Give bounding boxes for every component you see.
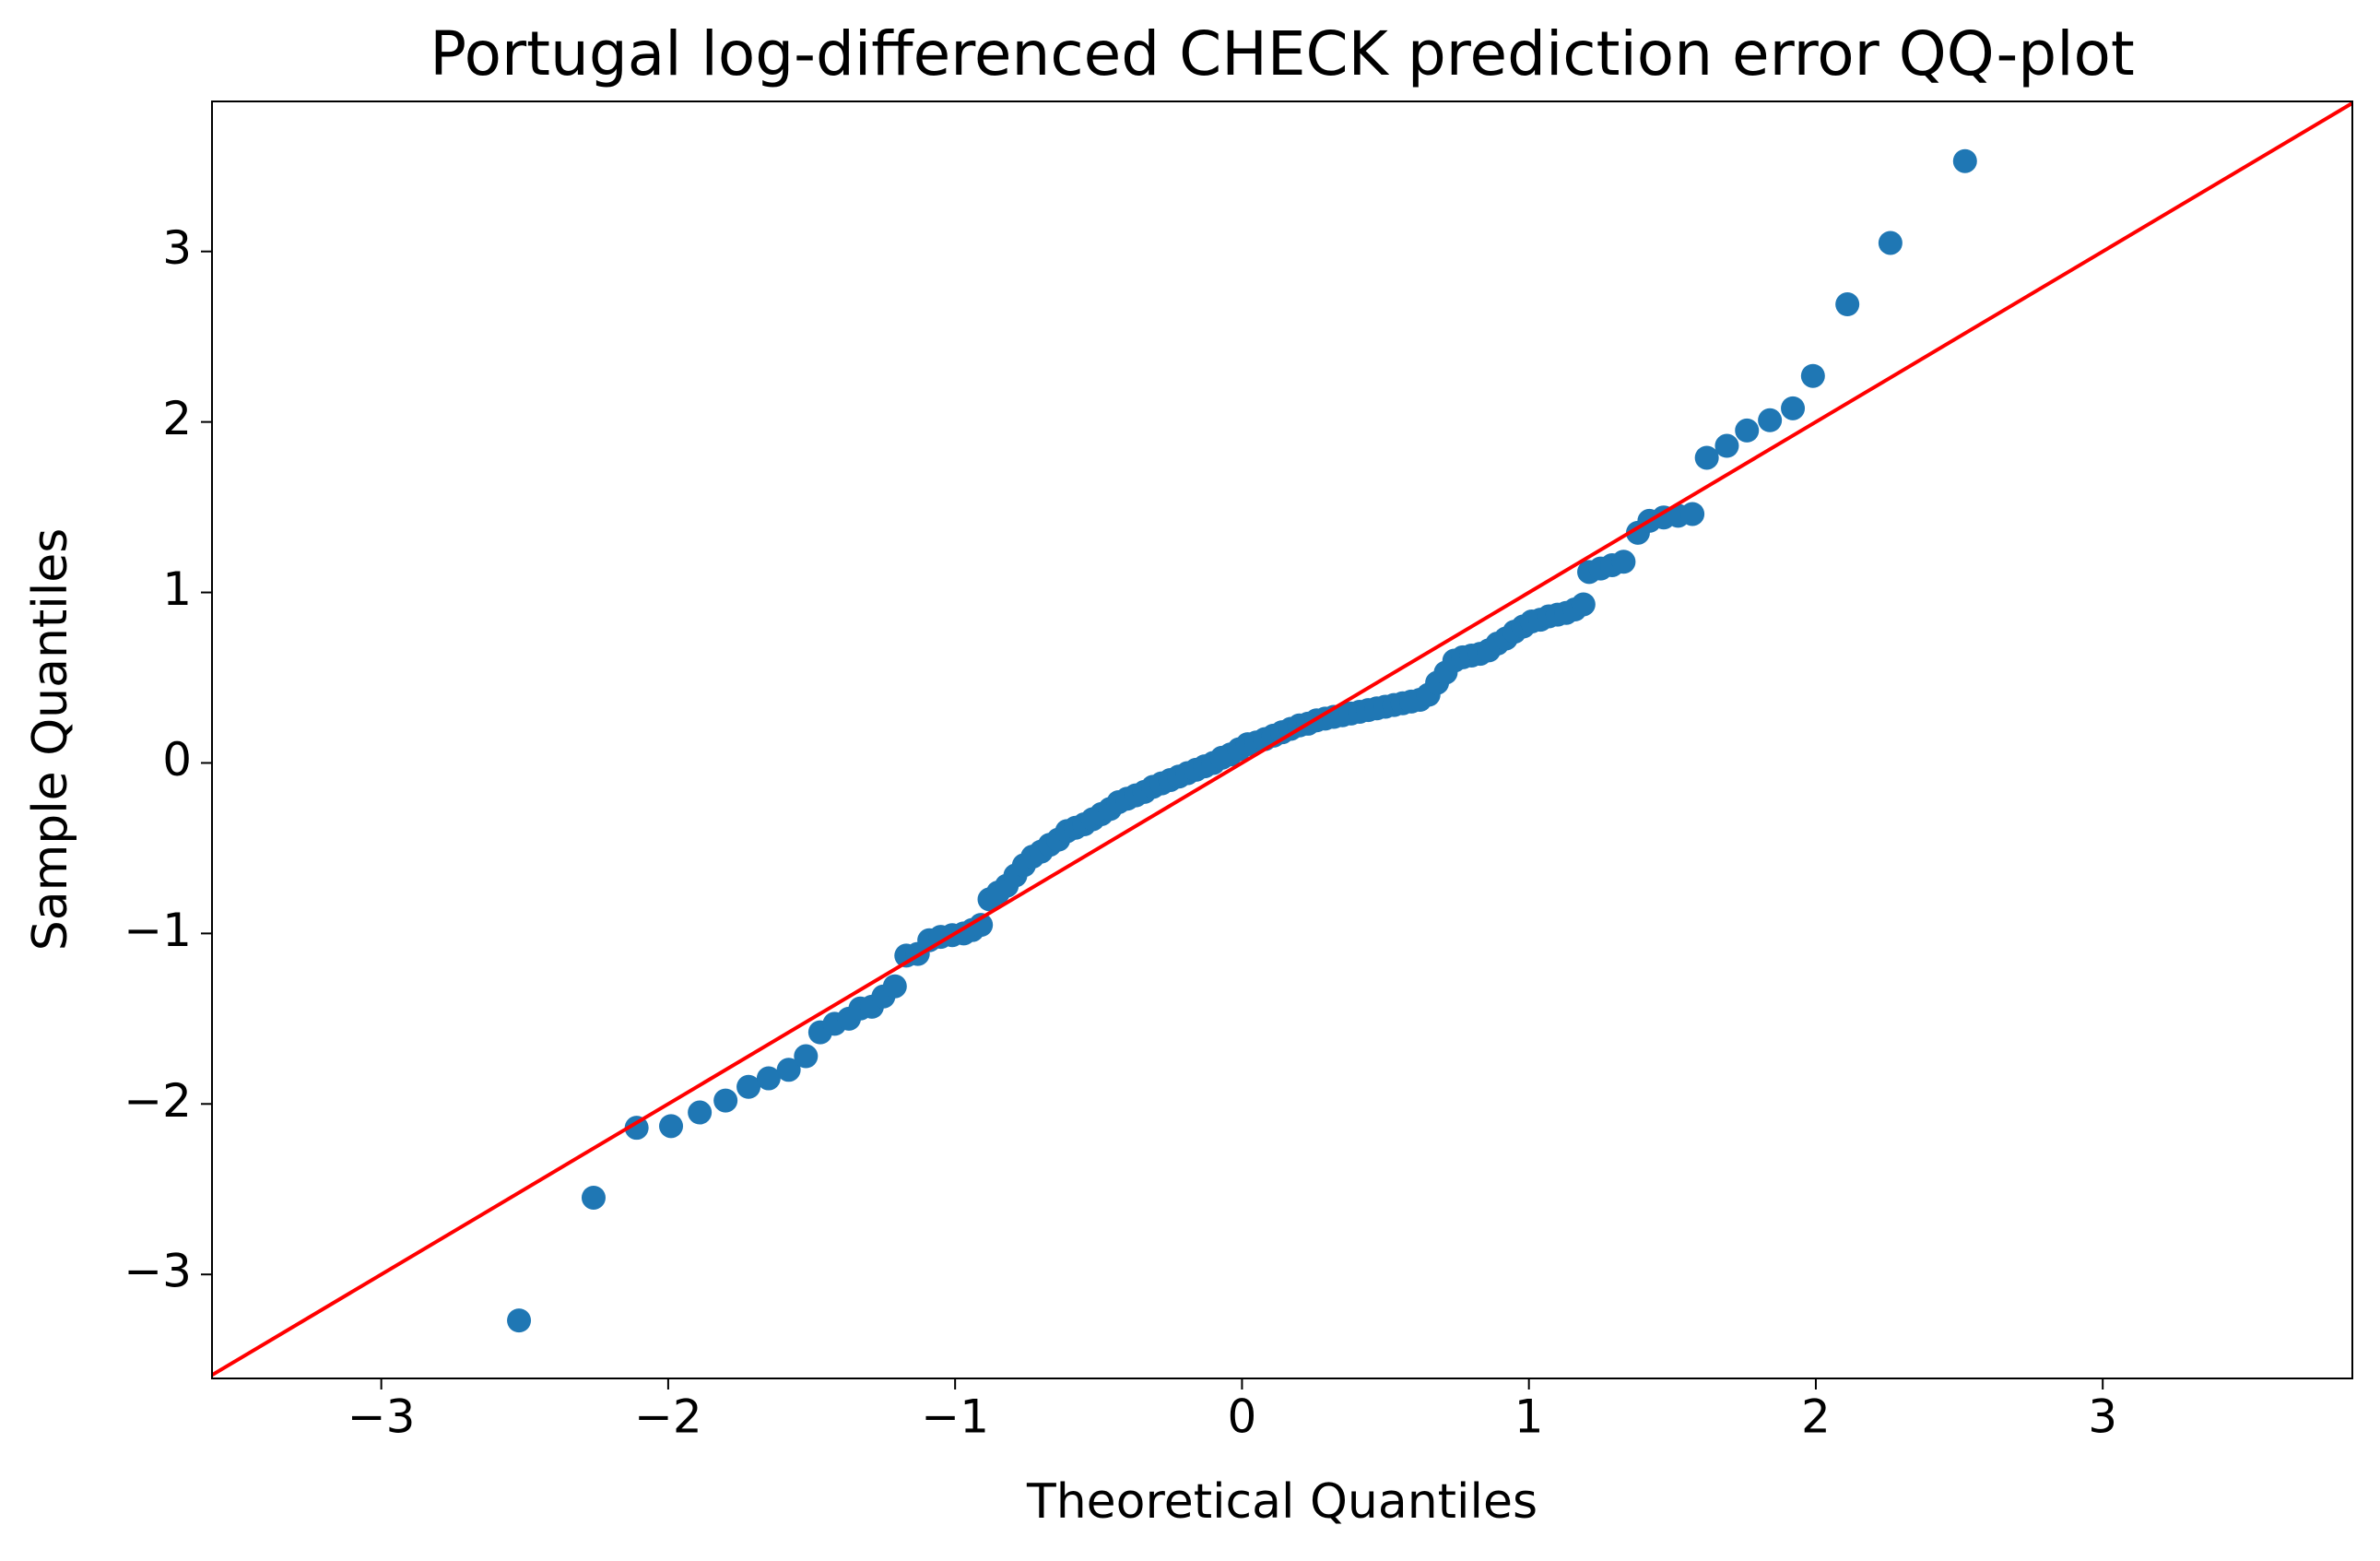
point — [1952, 148, 1977, 173]
point — [1835, 292, 1860, 317]
point — [1611, 550, 1636, 574]
x-tick-label: 3 — [2088, 1390, 2117, 1444]
point — [688, 1100, 713, 1125]
plot-frame — [211, 101, 2353, 1379]
point — [1694, 445, 1719, 470]
x-tick-label: 0 — [1228, 1390, 1257, 1444]
point — [1571, 592, 1596, 617]
x-tick-label: 2 — [1801, 1390, 1831, 1444]
y-axis-label: Sample Quantiles — [23, 528, 78, 952]
point — [776, 1058, 801, 1082]
y-tick-label: 2 — [162, 392, 192, 445]
point — [969, 913, 994, 938]
reference-line — [210, 101, 2354, 1378]
point — [882, 974, 907, 999]
x-tick-label: −2 — [634, 1390, 702, 1444]
y-tick-label: −2 — [124, 1074, 192, 1128]
x-tick-label: −1 — [921, 1390, 989, 1444]
point — [1781, 396, 1806, 420]
point — [1735, 418, 1760, 443]
point — [736, 1074, 761, 1099]
point — [794, 1044, 819, 1069]
point — [659, 1114, 684, 1139]
point — [624, 1116, 649, 1141]
chart-title: Portugal log-differenced CHECK predictio… — [430, 18, 2135, 89]
point — [1878, 231, 1903, 255]
point — [1800, 363, 1825, 388]
point — [756, 1066, 781, 1091]
point — [1714, 433, 1739, 458]
x-axis-label: Theoretical Quantiles — [1026, 1474, 1538, 1530]
y-tick-label: 3 — [162, 221, 192, 275]
point — [581, 1185, 606, 1210]
point — [507, 1308, 532, 1333]
y-tick-label: −1 — [124, 904, 192, 957]
y-tick-label: 0 — [162, 733, 192, 786]
x-tick-label: −3 — [348, 1390, 416, 1444]
y-tick-label: −3 — [124, 1245, 192, 1298]
point — [1758, 408, 1783, 432]
x-tick-label: 1 — [1514, 1390, 1544, 1444]
y-tick-label: 1 — [162, 562, 192, 616]
point — [713, 1088, 738, 1113]
points — [507, 148, 1977, 1333]
point — [1680, 502, 1705, 526]
